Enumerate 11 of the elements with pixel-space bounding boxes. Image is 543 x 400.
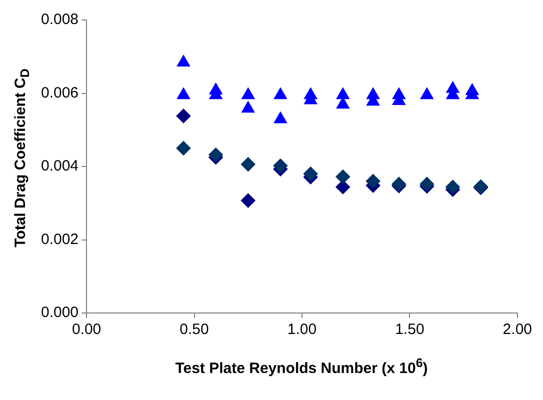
y-tick-label: 0.006 xyxy=(40,84,79,102)
x-tick-label: 2.00 xyxy=(502,321,532,338)
y-tick-label: 0.002 xyxy=(40,230,79,248)
y-tick-label: 0.004 xyxy=(40,158,79,175)
x-tick-label: 0.00 xyxy=(72,321,102,338)
x-tick-label: 1.00 xyxy=(287,321,317,338)
x-tick-label: 1.50 xyxy=(395,321,424,338)
y-tick-label: 0.008 xyxy=(40,11,79,28)
y-tick-label: 0.000 xyxy=(40,304,79,322)
x-tick-label: 0.50 xyxy=(180,321,209,338)
x-axis-title: Test Plate Reynolds Number (x 10$^{6}$) xyxy=(174,356,429,377)
